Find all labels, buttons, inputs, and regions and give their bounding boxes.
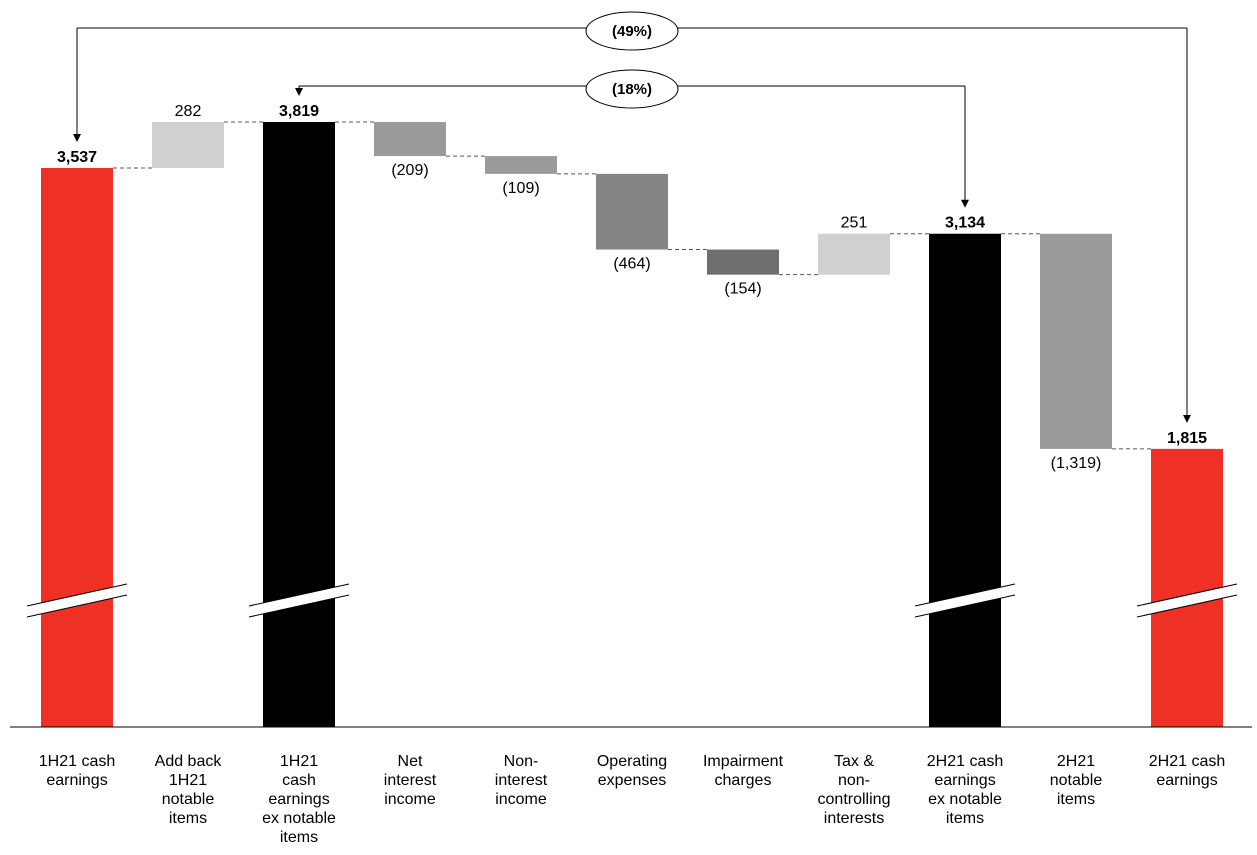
bar-6 [707, 249, 779, 275]
bar-10 [1151, 448, 1223, 727]
category-label-10: 2H21 cash earnings [1149, 753, 1226, 789]
bar-4 [485, 156, 557, 174]
category-label-2: 1H21 cash earnings ex notable items [262, 753, 336, 846]
change-oval-0 [585, 11, 679, 51]
value-label-7: 251 [841, 215, 868, 232]
axis-break-0 [26, 583, 128, 618]
bar-8 [929, 233, 1001, 727]
bar-7 [818, 233, 890, 275]
value-label-3: (209) [391, 162, 428, 179]
value-label-1: 282 [175, 103, 202, 120]
bar-5 [596, 173, 668, 250]
axis-break-2 [248, 583, 350, 618]
change-annotation-0: (49%) [73, 11, 1191, 423]
change-annotation-1: (18%) [295, 69, 969, 208]
axis-break-10 [1136, 583, 1238, 618]
category-label-3: Net interest income [384, 753, 437, 808]
category-label-9: 2H21 notable items [1050, 753, 1103, 808]
value-label-9: (1,319) [1051, 455, 1102, 472]
value-label-8: 3,134 [945, 215, 985, 232]
value-label-2: 3,819 [279, 103, 319, 120]
category-label-8: 2H21 cash earnings ex notable items [927, 753, 1004, 827]
category-label-0: 1H21 cash earnings [39, 753, 116, 789]
change-oval-1 [585, 69, 679, 109]
value-label-6: (154) [724, 281, 761, 298]
category-label-5: Operating expenses [597, 753, 667, 789]
change-label-0: (49%) [612, 23, 652, 40]
bar-0 [41, 168, 113, 727]
category-label-7: Tax & non-controlling interests [818, 753, 891, 827]
value-label-4: (109) [502, 180, 539, 197]
change-label-1: (18%) [612, 81, 652, 98]
bar-3 [374, 122, 446, 157]
category-label-1: Add back 1H21 notable items [155, 753, 223, 827]
category-label-4: Non-interest income [495, 753, 548, 808]
bar-1 [152, 122, 224, 168]
bar-9 [1040, 233, 1112, 449]
bar-2 [263, 122, 335, 727]
category-label-6: Impairment charges [703, 753, 784, 789]
value-label-5: (464) [613, 256, 650, 273]
axis-break-8 [914, 583, 1016, 618]
value-label-10: 1,815 [1167, 430, 1207, 447]
value-label-0: 3,537 [57, 149, 97, 166]
